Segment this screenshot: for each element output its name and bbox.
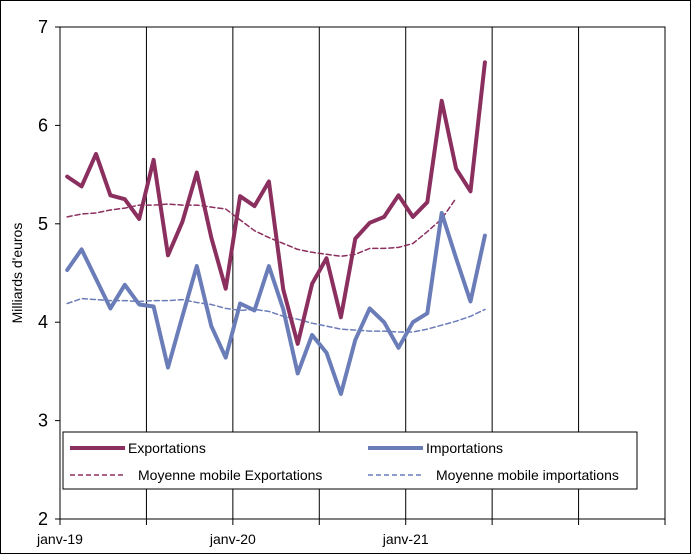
legend-label: Importations <box>426 440 503 456</box>
y-tick-label: 2 <box>38 509 48 529</box>
series-line-2 <box>65 211 487 396</box>
x-tick-label: janv-19 <box>36 531 83 547</box>
legend-label: Moyenne mobile Exportations <box>138 467 322 483</box>
y-axis-title: Milliards d'euros <box>9 223 25 324</box>
series-line-1 <box>65 60 487 346</box>
y-axis: 2 3 4 5 6 7 <box>38 17 60 529</box>
y-tick-label: 5 <box>38 214 48 234</box>
legend-label: Moyenne mobile importations <box>436 467 619 483</box>
legend-box <box>62 431 638 490</box>
legend-label: Exportations <box>128 440 206 456</box>
series-layer <box>65 60 487 396</box>
y-tick-label: 4 <box>38 312 48 332</box>
y-tick-label: 6 <box>38 115 48 135</box>
legend: Exportations Importations Moyenne mobile E… <box>62 431 638 490</box>
x-tick-label: janv-21 <box>382 531 429 547</box>
x-tick-label: janv-20 <box>209 531 256 547</box>
series-line-4 <box>66 297 486 333</box>
y-tick-label: 7 <box>38 17 48 37</box>
x-axis: janv-19 janv-20 janv-21 <box>36 519 666 547</box>
y-tick-label: 3 <box>38 411 48 431</box>
